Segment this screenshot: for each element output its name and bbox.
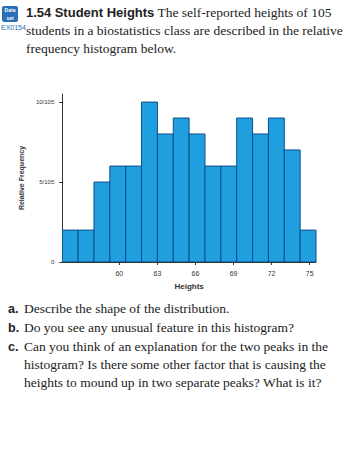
svg-text:0: 0 — [51, 259, 55, 265]
html-text:Data set: Data set — [4, 7, 16, 21]
svg-text:Relative Frequency: Relative Frequency — [18, 146, 26, 210]
html-text:1.54 Student Heights The self-: 1.54 Student Heights The self-reported h… — [26, 5, 343, 56]
html-text:c. Can you think of an explana: c. Can you think of an explanation for t… — [8, 339, 329, 390]
svg-text:5/105: 5/105 — [39, 179, 55, 185]
svg-text:60: 60 — [115, 270, 123, 277]
svg-text:75: 75 — [306, 270, 314, 277]
svg-text:72: 72 — [268, 270, 276, 277]
svg-text:63: 63 — [154, 270, 162, 277]
html-text:a. Describe the shape of the d: a. Describe the shape of the distributio… — [8, 301, 230, 316]
html-text:b. Do you see any unusual feat: b. Do you see any unusual feature in thi… — [8, 320, 294, 335]
svg-text:66: 66 — [192, 270, 200, 277]
svg-text:Heights: Heights — [174, 282, 204, 291]
svg-text:10/105: 10/105 — [36, 99, 55, 105]
svg-text:69: 69 — [230, 270, 238, 277]
html-text:EX0154: EX0154 — [1, 24, 26, 31]
